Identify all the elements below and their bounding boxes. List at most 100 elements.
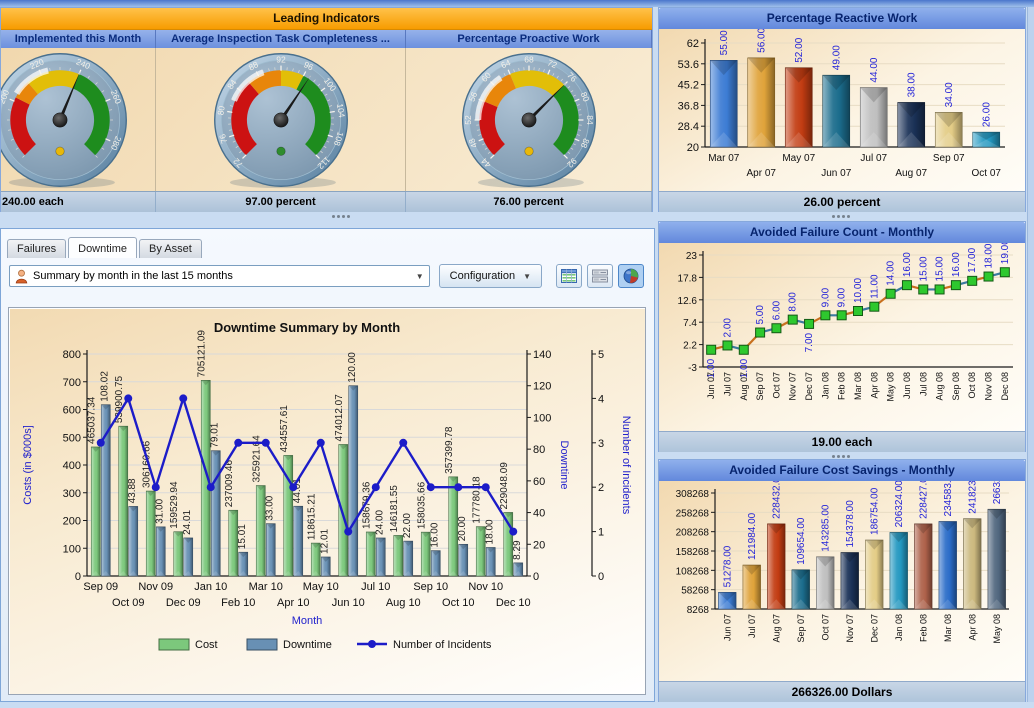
svg-text:100: 100 bbox=[533, 412, 551, 424]
summary-combobox-value: Summary by month in the last 15 months bbox=[33, 270, 233, 282]
svg-text:Mar 08: Mar 08 bbox=[853, 372, 863, 400]
svg-text:7.00: 7.00 bbox=[804, 332, 815, 352]
svg-text:5: 5 bbox=[598, 349, 604, 361]
view-buttons bbox=[556, 264, 644, 288]
svg-text:Dec 09: Dec 09 bbox=[166, 597, 201, 609]
svg-text:24.00: 24.00 bbox=[375, 509, 386, 534]
summary-combobox[interactable]: Summary by month in the last 15 months ▼ bbox=[9, 265, 430, 287]
avoided-count-panel: Avoided Failure Count - Monthly -3 2.2 7.4… bbox=[658, 221, 1026, 452]
pct-reactive-panel: Percentage Reactive Work 20 28.4 36.8 45.2 5… bbox=[658, 7, 1026, 212]
svg-text:56.00: 56.00 bbox=[757, 29, 768, 53]
svg-text:Number of Incidents: Number of Incidents bbox=[620, 416, 632, 515]
avoided-savings-chart: 8268 58268 108268 158268 208268 258268 308268 5… bbox=[659, 481, 1025, 681]
svg-text:-3: -3 bbox=[688, 363, 697, 374]
svg-text:May 08: May 08 bbox=[992, 614, 1002, 644]
splitter-grip-right-1[interactable] bbox=[832, 215, 850, 218]
svg-text:600: 600 bbox=[63, 405, 81, 417]
svg-text:26.00: 26.00 bbox=[982, 102, 993, 127]
tab-failures[interactable]: Failures bbox=[7, 239, 67, 258]
avoided-count-title: Avoided Failure Count - Monthly bbox=[659, 222, 1025, 243]
svg-text:9.00: 9.00 bbox=[820, 287, 831, 307]
svg-text:143285.00: 143285.00 bbox=[821, 504, 832, 552]
svg-text:15.01: 15.01 bbox=[237, 524, 248, 549]
svg-text:52: 52 bbox=[463, 115, 473, 125]
downtime-panel: Failures Downtime By Asset Summary by mo… bbox=[0, 228, 655, 702]
svg-text:186754.00: 186754.00 bbox=[870, 487, 881, 535]
tab-strip: Failures Downtime By Asset bbox=[7, 237, 204, 258]
window-right-edge bbox=[1027, 7, 1034, 702]
gauge-inspection: 72 76 80 84 88 92 96 100 104 108 112 bbox=[156, 48, 406, 191]
svg-text:3: 3 bbox=[598, 438, 604, 450]
svg-text:228427.00: 228427.00 bbox=[919, 481, 930, 519]
svg-text:108268: 108268 bbox=[676, 566, 710, 577]
svg-text:158679.36: 158679.36 bbox=[362, 481, 373, 529]
svg-text:159529.94: 159529.94 bbox=[169, 481, 180, 529]
svg-text:100: 100 bbox=[63, 543, 81, 555]
svg-text:Jun 07: Jun 07 bbox=[706, 372, 716, 399]
svg-text:8268: 8268 bbox=[687, 605, 710, 616]
svg-text:18.00: 18.00 bbox=[984, 243, 995, 268]
svg-text:7.4: 7.4 bbox=[683, 318, 697, 329]
svg-text:Downtime: Downtime bbox=[558, 441, 570, 490]
svg-text:266326.00: 266326.00 bbox=[992, 481, 1003, 504]
svg-text:96: 96 bbox=[302, 59, 315, 72]
svg-text:16.00: 16.00 bbox=[951, 252, 962, 277]
svg-text:10.00: 10.00 bbox=[853, 278, 864, 303]
svg-text:200: 200 bbox=[63, 516, 81, 528]
pct-reactive-chart: 20 28.4 36.8 45.2 53.6 62 55.00 56.00 52.00 49.00… bbox=[659, 29, 1025, 191]
svg-text:Nov 09: Nov 09 bbox=[138, 581, 173, 593]
splitter-grip-left[interactable] bbox=[332, 215, 350, 218]
svg-text:May 10: May 10 bbox=[303, 581, 339, 593]
svg-text:36.8: 36.8 bbox=[678, 100, 699, 112]
svg-text:300: 300 bbox=[63, 488, 81, 500]
svg-text:206324.00: 206324.00 bbox=[894, 481, 905, 527]
gauge-title-inspection: Average Inspection Task Completeness ... bbox=[156, 30, 406, 48]
pct-reactive-status: 26.00 percent bbox=[659, 191, 1025, 212]
tab-by-asset[interactable]: By Asset bbox=[139, 239, 202, 258]
svg-text:306160.66: 306160.66 bbox=[142, 440, 153, 488]
form-view-button[interactable] bbox=[587, 264, 613, 288]
svg-text:465037.34: 465037.34 bbox=[87, 396, 98, 444]
svg-text:104: 104 bbox=[334, 103, 346, 119]
svg-text:Sep 07: Sep 07 bbox=[796, 614, 806, 643]
svg-text:Oct 08: Oct 08 bbox=[967, 372, 977, 399]
gauge-implemented: 200 220 240 260 280 bbox=[1, 48, 156, 191]
configuration-button[interactable]: Configuration ▼ bbox=[438, 264, 542, 288]
svg-text:Aug 10: Aug 10 bbox=[386, 597, 421, 609]
svg-text:2.00: 2.00 bbox=[722, 318, 733, 338]
svg-text:6.00: 6.00 bbox=[771, 300, 782, 320]
svg-text:9.00: 9.00 bbox=[837, 287, 848, 307]
svg-text:88: 88 bbox=[578, 137, 591, 150]
svg-text:109654.00: 109654.00 bbox=[796, 517, 807, 565]
svg-text:76: 76 bbox=[216, 132, 229, 144]
svg-text:58268: 58268 bbox=[681, 586, 709, 597]
svg-text:118615.21: 118615.21 bbox=[307, 493, 318, 540]
splitter-grip-right-2[interactable] bbox=[832, 455, 850, 458]
leading-indicators-panel: Leading Indicators Implemented this Mont… bbox=[0, 7, 653, 212]
svg-text:64: 64 bbox=[499, 57, 512, 70]
tab-downtime[interactable]: Downtime bbox=[68, 237, 138, 258]
svg-text:Aug 07: Aug 07 bbox=[895, 168, 927, 179]
svg-text:0: 0 bbox=[75, 571, 81, 583]
svg-text:177780.18: 177780.18 bbox=[472, 476, 483, 524]
svg-text:Mar 10: Mar 10 bbox=[249, 581, 283, 593]
chart-view-button[interactable] bbox=[618, 264, 644, 288]
svg-text:Cost: Cost bbox=[195, 639, 218, 651]
table-view-button[interactable] bbox=[556, 264, 582, 288]
svg-text:Aug 07: Aug 07 bbox=[739, 372, 749, 401]
svg-text:Mar 08: Mar 08 bbox=[943, 614, 953, 642]
svg-text:4: 4 bbox=[598, 393, 604, 405]
svg-text:Dec 10: Dec 10 bbox=[496, 597, 531, 609]
person-icon bbox=[15, 269, 28, 283]
svg-text:234583.00: 234583.00 bbox=[943, 481, 954, 516]
svg-text:12.6: 12.6 bbox=[678, 296, 698, 307]
pct-reactive-title: Percentage Reactive Work bbox=[659, 8, 1025, 29]
svg-text:16.00: 16.00 bbox=[430, 522, 441, 547]
svg-text:158035.66: 158035.66 bbox=[417, 481, 428, 529]
svg-text:44.00: 44.00 bbox=[869, 57, 880, 82]
avoided-savings-status: 266326.00 Dollars bbox=[659, 681, 1025, 702]
svg-text:53.6: 53.6 bbox=[678, 59, 699, 71]
svg-text:Downtime Summary by Month: Downtime Summary by Month bbox=[214, 320, 400, 335]
svg-text:800: 800 bbox=[63, 349, 81, 361]
